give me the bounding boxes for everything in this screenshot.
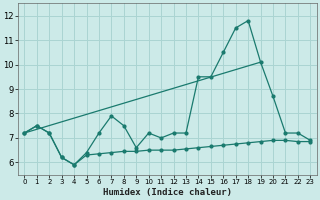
- X-axis label: Humidex (Indice chaleur): Humidex (Indice chaleur): [103, 188, 232, 197]
